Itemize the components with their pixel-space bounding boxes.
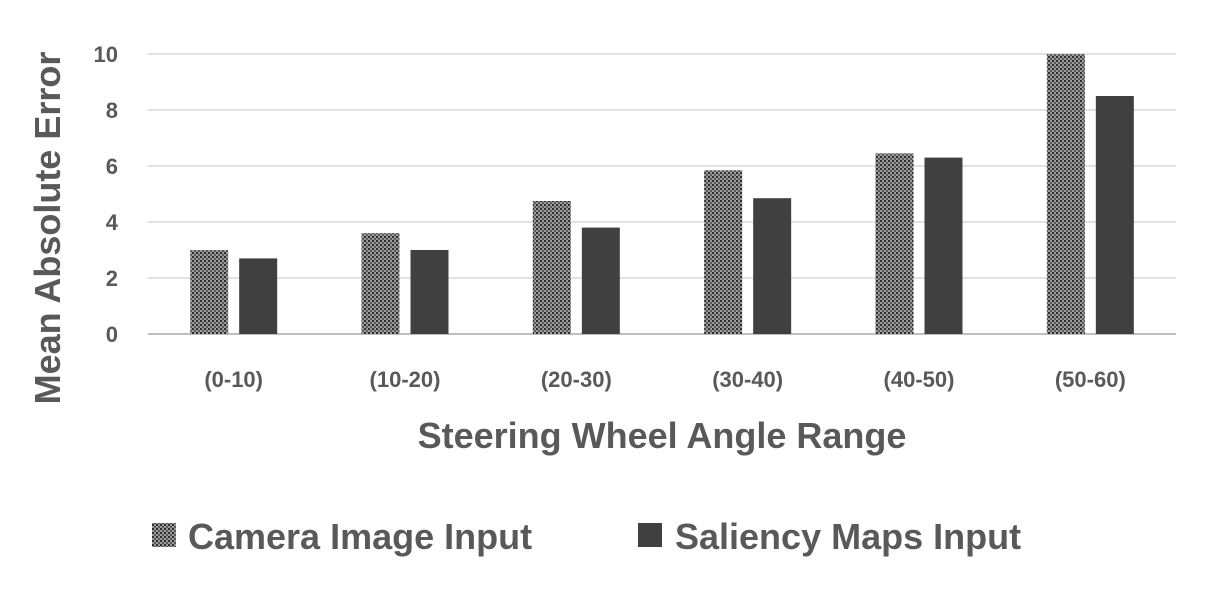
y-tick-label: 0 bbox=[106, 322, 118, 347]
bar-saliency-maps-input-1 bbox=[410, 250, 449, 334]
legend-label-saliency-maps-input: Saliency Maps Input bbox=[675, 516, 1021, 557]
y-axis-title: Mean Absolute Error bbox=[27, 52, 68, 405]
bar-camera-image-input-5 bbox=[1046, 54, 1085, 334]
y-tick-label: 10 bbox=[94, 42, 118, 67]
y-tick-label: 2 bbox=[106, 266, 118, 291]
bar-camera-image-input-4 bbox=[875, 153, 914, 334]
bar-saliency-maps-input-5 bbox=[1095, 96, 1134, 334]
x-tick-label: (50-60) bbox=[1055, 367, 1126, 392]
bar-camera-image-input-0 bbox=[190, 250, 229, 334]
x-tick-label: (20-30) bbox=[541, 367, 612, 392]
bar-camera-image-input-2 bbox=[532, 201, 571, 334]
y-tick-label: 4 bbox=[106, 210, 119, 235]
y-tick-labels: 0 2 4 6 8 10 bbox=[94, 42, 119, 347]
bar-saliency-maps-input-4 bbox=[924, 157, 963, 334]
bar-saliency-maps-input-0 bbox=[239, 258, 278, 334]
bar-saliency-maps-input-2 bbox=[581, 227, 620, 334]
y-tick-label: 6 bbox=[106, 154, 118, 179]
legend-swatch-saliency-maps-input bbox=[638, 523, 662, 547]
bars bbox=[190, 54, 1134, 334]
legend-swatch-camera-image-input bbox=[152, 523, 176, 547]
x-tick-label: (10-20) bbox=[370, 367, 441, 392]
bar-camera-image-input-3 bbox=[704, 170, 743, 334]
x-tick-labels: (0-10) (10-20) (20-30) (30-40) (40-50) (50-60… bbox=[204, 367, 1125, 392]
gridlines bbox=[148, 53, 1176, 335]
x-tick-label: (0-10) bbox=[204, 367, 263, 392]
bar-camera-image-input-1 bbox=[361, 233, 400, 334]
x-tick-label: (40-50) bbox=[884, 367, 955, 392]
y-tick-label: 8 bbox=[106, 98, 118, 123]
legend: Camera Image Input Saliency Maps Input bbox=[152, 516, 1021, 557]
x-axis-title: Steering Wheel Angle Range bbox=[418, 415, 907, 456]
x-tick-label: (30-40) bbox=[712, 367, 783, 392]
legend-label-camera-image-input: Camera Image Input bbox=[188, 516, 532, 557]
bar-saliency-maps-input-3 bbox=[753, 198, 792, 334]
